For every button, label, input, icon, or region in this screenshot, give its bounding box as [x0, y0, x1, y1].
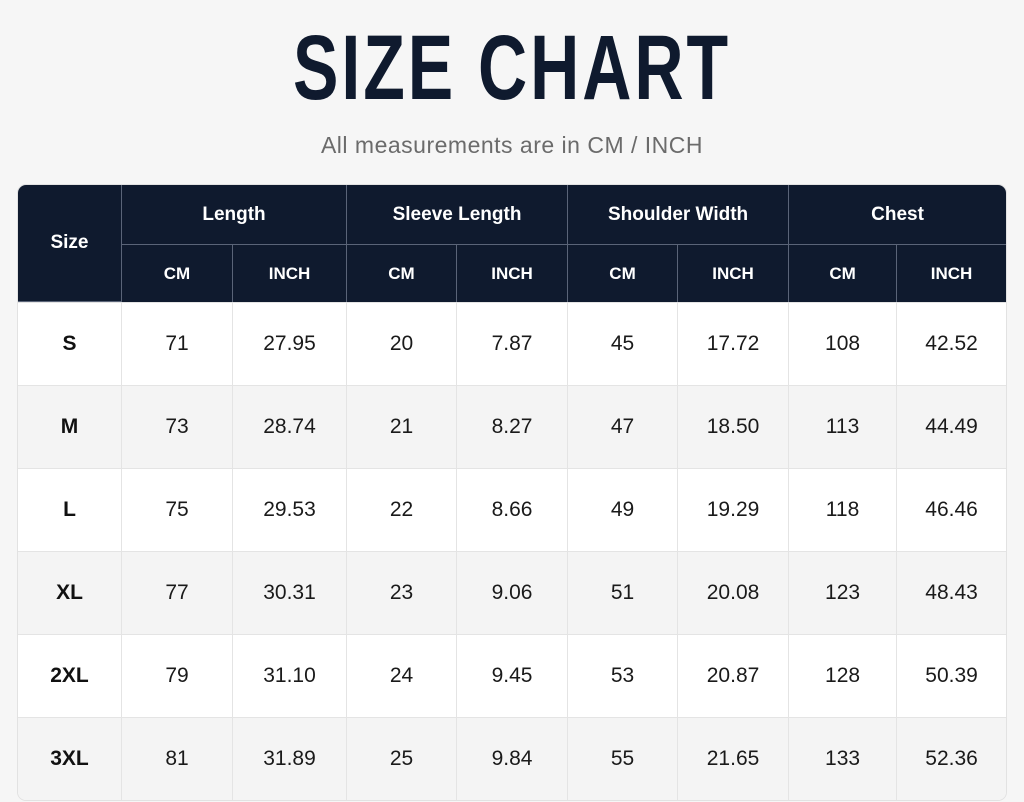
- measure-cell: 21.65: [678, 717, 790, 800]
- measure-cell: 51: [568, 551, 679, 634]
- header-row: Size Length Sleeve Length Shoulder Width Che…: [18, 185, 1007, 302]
- size-row: XL 77 30.31 23 9.06 51 20.08 123 48.43: [18, 551, 1007, 634]
- size-row: M 73 28.74 21 8.27 47 18.50 113 44.49: [18, 385, 1007, 468]
- measure-cell: 46.46: [897, 468, 1007, 551]
- column-header: Chest: [789, 185, 1007, 245]
- unit-header: INCH: [678, 245, 790, 302]
- measure-cell: 19.29: [678, 468, 790, 551]
- measure-cell: 30.31: [233, 551, 348, 634]
- measure-cell: 20.08: [678, 551, 790, 634]
- measure-cell: 8.27: [457, 385, 569, 468]
- measure-cell: 28.74: [233, 385, 348, 468]
- measure-cell: 73: [122, 385, 233, 468]
- measure-cell: 48.43: [897, 551, 1007, 634]
- measure-cell: 44.49: [897, 385, 1007, 468]
- measure-cell: 79: [122, 634, 233, 717]
- size-cell: XL: [18, 551, 122, 634]
- subtitle: All measurements are in CM / INCH: [320, 132, 704, 158]
- size-row: S 71 27.95 20 7.87 45 17.72 108 42.52: [18, 302, 1007, 385]
- column-header: Length: [122, 185, 348, 245]
- size-cell: L: [18, 468, 122, 551]
- size-cell: 2XL: [18, 634, 122, 717]
- title: SIZE CHART: [292, 17, 732, 119]
- measure-cell: 75: [122, 468, 233, 551]
- unit-header: INCH: [233, 245, 348, 302]
- unit-header: INCH: [457, 245, 569, 302]
- size-header: Size: [18, 185, 122, 302]
- measure-cell: 22: [347, 468, 458, 551]
- measure-cell: 21: [347, 385, 458, 468]
- measure-cell: 8.66: [457, 468, 569, 551]
- measure-cell: 49: [568, 468, 679, 551]
- measure-cell: 9.84: [457, 717, 569, 800]
- measure-cell: 128: [789, 634, 898, 717]
- unit-header: INCH: [897, 245, 1007, 302]
- title-block: SIZE CHART: [0, 18, 1024, 118]
- size-table: Size Length Sleeve Length Shoulder Width Che…: [18, 185, 1007, 800]
- measure-cell: 47: [568, 385, 679, 468]
- size-row: L 75 29.53 22 8.66 49 19.29 118 46.46: [18, 468, 1007, 551]
- column-header: Sleeve Length: [347, 185, 569, 245]
- measure-cell: 24: [347, 634, 458, 717]
- column-header: Shoulder Width: [568, 185, 790, 245]
- measure-cell: 31.10: [233, 634, 348, 717]
- table-head: Size Length Sleeve Length Shoulder Width Che…: [18, 185, 1007, 302]
- measure-cell: 23: [347, 551, 458, 634]
- measure-cell: 52.36: [897, 717, 1007, 800]
- unit-header: CM: [122, 245, 233, 302]
- measure-cell: 17.72: [678, 302, 790, 385]
- measure-cell: 29.53: [233, 468, 348, 551]
- size-row: 3XL 81 31.89 25 9.84 55 21.65 133 52.36: [18, 717, 1007, 800]
- measure-cell: 133: [789, 717, 898, 800]
- unit-header: CM: [347, 245, 458, 302]
- size-cell: S: [18, 302, 122, 385]
- measure-cell: 20.87: [678, 634, 790, 717]
- measure-cell: 7.87: [457, 302, 569, 385]
- measure-cell: 9.45: [457, 634, 569, 717]
- measure-cell: 113: [789, 385, 898, 468]
- measure-cell: 123: [789, 551, 898, 634]
- measure-cell: 55: [568, 717, 679, 800]
- size-row: 2XL 79 31.10 24 9.45 53 20.87 128 50.39: [18, 634, 1007, 717]
- measure-cell: 77: [122, 551, 233, 634]
- measure-cell: 27.95: [233, 302, 348, 385]
- measure-cell: 71: [122, 302, 233, 385]
- measure-cell: 25: [347, 717, 458, 800]
- measure-cell: 50.39: [897, 634, 1007, 717]
- measure-cell: 45: [568, 302, 679, 385]
- measure-cell: 53: [568, 634, 679, 717]
- measure-cell: 81: [122, 717, 233, 800]
- unit-row: CM INCH CM INCH CM INCH CM INCH: [18, 245, 1007, 302]
- size-cell: M: [18, 385, 122, 468]
- unit-header: CM: [789, 245, 898, 302]
- measure-cell: 108: [789, 302, 898, 385]
- measure-cell: 118: [789, 468, 898, 551]
- table-body: S 71 27.95 20 7.87 45 17.72 108 42.52 M 73 28.74 21 8…: [18, 302, 1007, 800]
- measure-cell: 31.89: [233, 717, 348, 800]
- measure-cell: 20: [347, 302, 458, 385]
- measure-cell: 9.06: [457, 551, 569, 634]
- unit-header: CM: [568, 245, 679, 302]
- measure-cell: 18.50: [678, 385, 790, 468]
- measure-cell: 42.52: [897, 302, 1007, 385]
- size-cell: 3XL: [18, 717, 122, 800]
